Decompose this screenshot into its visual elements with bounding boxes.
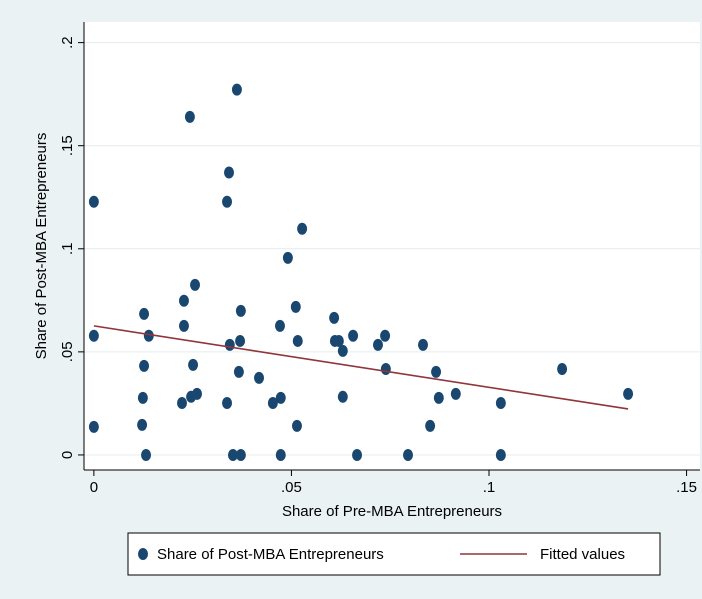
point (254, 371, 265, 384)
plot-area (84, 22, 700, 470)
point (137, 418, 148, 431)
point (143, 329, 154, 342)
point (139, 307, 150, 320)
point (139, 359, 150, 372)
point (352, 448, 363, 461)
point (224, 338, 235, 351)
point (337, 390, 348, 403)
point (184, 110, 195, 123)
point (275, 391, 286, 404)
point (235, 448, 246, 461)
x-tick-label: .05 (281, 479, 302, 496)
y-tick-label: .15 (59, 135, 76, 156)
point (425, 419, 436, 432)
point (178, 319, 189, 332)
point (274, 319, 285, 332)
point (290, 300, 301, 313)
point (88, 195, 99, 208)
point (227, 448, 238, 461)
point (88, 329, 99, 342)
point (188, 358, 199, 371)
legend-label: Fitted values (540, 546, 625, 563)
y-tick-label: .05 (59, 341, 76, 362)
legend-label: Share of Post-MBA Entrepreneurs (157, 546, 384, 563)
point (235, 334, 246, 347)
point (495, 448, 506, 461)
point (403, 448, 414, 461)
point (141, 448, 152, 461)
point (333, 334, 344, 347)
x-tick-label: .1 (483, 479, 496, 496)
point (267, 396, 278, 409)
point (222, 195, 233, 208)
point (222, 396, 233, 409)
point (235, 304, 246, 317)
y-tick-label: .1 (59, 243, 76, 256)
point (178, 294, 189, 307)
point (623, 387, 634, 400)
point (88, 420, 99, 433)
point (557, 362, 568, 375)
legend-box (127, 532, 661, 576)
y-tick-label: .2 (59, 36, 76, 49)
point (292, 334, 303, 347)
point (380, 329, 391, 342)
point (291, 419, 302, 432)
point (176, 396, 187, 409)
point (233, 365, 244, 378)
point (192, 387, 203, 400)
point (348, 329, 359, 342)
point (433, 391, 444, 404)
point (224, 166, 235, 179)
point (431, 365, 442, 378)
point (380, 362, 391, 375)
point (337, 344, 348, 357)
point (450, 387, 461, 400)
point (231, 83, 242, 96)
point (190, 278, 201, 291)
y-axis-title: Share of Post-MBA Entrepreneurs (33, 133, 50, 360)
x-axis-title: Share of Pre-MBA Entrepreneurs (282, 503, 502, 520)
point (495, 396, 506, 409)
point (282, 251, 293, 264)
point (137, 391, 148, 404)
point (297, 222, 308, 235)
point (418, 338, 429, 351)
fitted-line (93, 325, 629, 410)
legend-marker (138, 548, 148, 560)
y-tick-label: 0 (59, 451, 76, 459)
point (372, 338, 383, 351)
x-tick-label: .15 (676, 479, 697, 496)
x-tick-label: 0 (90, 479, 98, 496)
point (329, 311, 340, 324)
point (275, 448, 286, 461)
